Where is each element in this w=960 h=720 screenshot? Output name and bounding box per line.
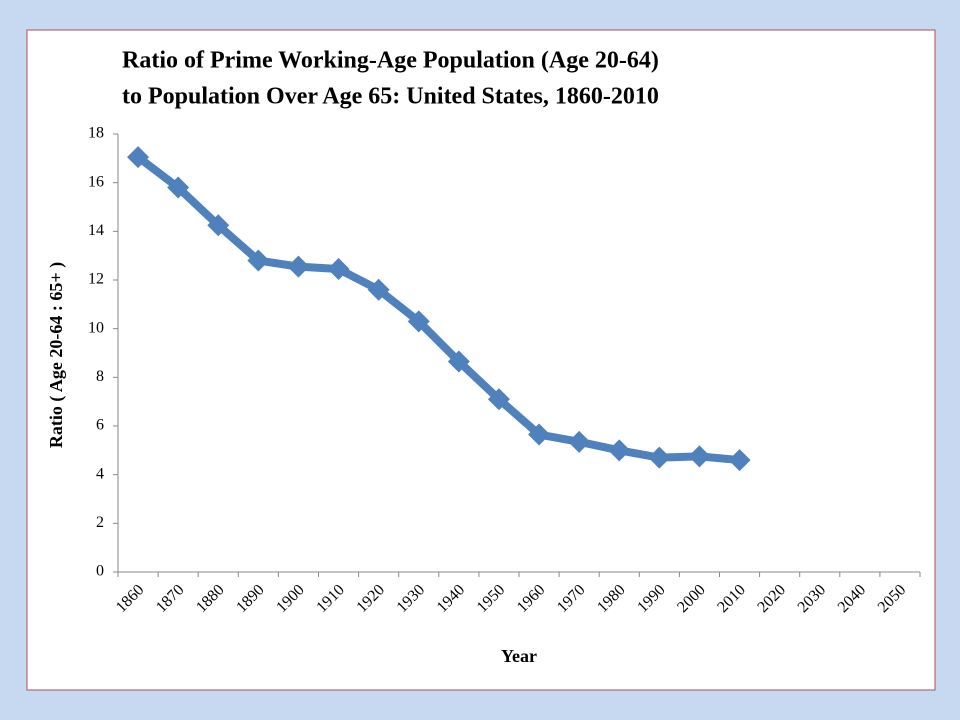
y-tick-label: 0 — [96, 563, 104, 580]
y-tick-label: 4 — [96, 465, 104, 482]
y-tick-label: 2 — [96, 514, 104, 531]
chart-frame — [26, 29, 936, 691]
y-tick-label: 12 — [88, 271, 104, 288]
data-point — [528, 423, 551, 446]
data-point — [287, 255, 310, 278]
chart-title: to Population Over Age 65: United States… — [122, 84, 659, 110]
y-tick-label: 6 — [96, 417, 104, 434]
y-tick-label: 16 — [88, 173, 104, 190]
y-tick-label: 8 — [96, 368, 104, 385]
y-tick-label: 10 — [88, 319, 104, 336]
data-point — [127, 146, 150, 169]
data-point — [207, 214, 230, 237]
data-point — [367, 278, 390, 301]
data-point — [608, 439, 631, 462]
data-point — [447, 350, 470, 373]
y-axis-label: Ratio ( Age 20-64 : 65+ ) — [46, 262, 67, 448]
data-point — [487, 388, 510, 411]
data-point — [247, 249, 270, 272]
series-line — [135, 153, 740, 465]
data-point — [648, 446, 671, 469]
data-point — [728, 449, 751, 472]
data-point — [167, 176, 190, 199]
data-point — [407, 310, 430, 333]
x-axis-label: Year — [501, 646, 537, 666]
data-point — [327, 258, 350, 281]
y-tick-label: 14 — [88, 222, 104, 239]
y-tick-label: 18 — [88, 125, 104, 142]
chart-title: Ratio of Prime Working-Age Population (A… — [122, 48, 659, 74]
data-point — [688, 445, 711, 468]
data-point — [568, 430, 591, 453]
